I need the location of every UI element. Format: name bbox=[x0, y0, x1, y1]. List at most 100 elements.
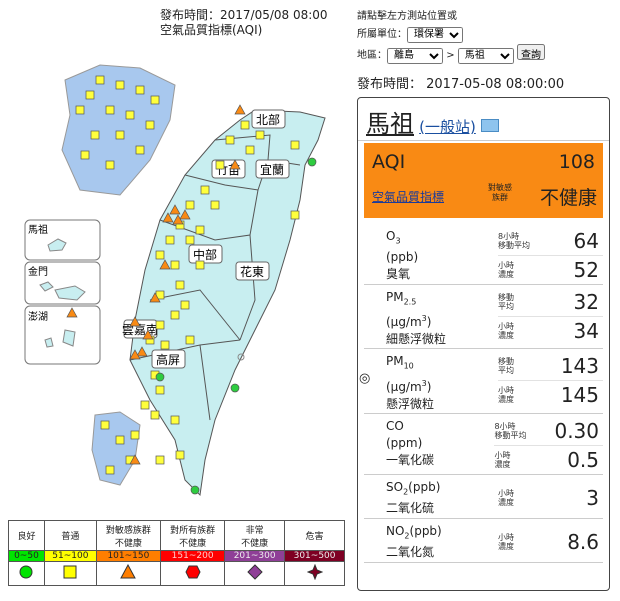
pollutant-symbol: O bbox=[386, 229, 396, 243]
mail-icon[interactable] bbox=[480, 119, 499, 132]
region-label-box bbox=[251, 109, 286, 129]
station-marker bbox=[130, 430, 140, 440]
legend-row: 0~50 51~100 101~150 151~200 201~300 301~500 bbox=[8, 550, 345, 562]
pollutant-row: SO2(ppb) 二氧化硫 小時 濃度 3 bbox=[364, 475, 603, 519]
measure-label-line: 8小時 bbox=[498, 232, 520, 241]
legend-range: 0~50 bbox=[8, 550, 45, 562]
pollutant-name: PM10 bbox=[386, 353, 498, 374]
legend-label-line: 不健康 bbox=[114, 538, 142, 549]
pollutant-info: PM2.5 (μg/m3) 細懸浮微粒 bbox=[364, 285, 498, 348]
station-marker bbox=[140, 400, 150, 410]
measure-row: 小時 濃度 0.5 bbox=[494, 446, 603, 474]
pollutant-unit: (ppb) bbox=[408, 479, 441, 494]
measure-row: 8小時 移動平均 0.30 bbox=[494, 417, 603, 446]
measure-label-line: 小時 bbox=[494, 450, 511, 460]
legend-icon-cell bbox=[95, 561, 162, 586]
measure-row: 小時 濃度 145 bbox=[498, 381, 603, 409]
pollutant-cn: 懸浮微粒 bbox=[386, 396, 435, 411]
legend-shape bbox=[246, 564, 263, 580]
measure-value: 64 bbox=[573, 229, 599, 253]
aqi-group-line: 對敏感 bbox=[488, 183, 512, 192]
pollutant-symbol: SO bbox=[386, 479, 404, 494]
measure-label-line: 移動 bbox=[498, 293, 514, 302]
measure-row: 小時 濃度 52 bbox=[498, 256, 603, 284]
pollutant-cn: 二氧化氮 bbox=[386, 545, 435, 560]
legend-row: 良好 普通 對敏感族群 不健康 對所有族群 不健康 非常 不健康 危害 bbox=[8, 520, 345, 551]
station-marker bbox=[100, 420, 110, 430]
legend-label: 非常 不健康 bbox=[224, 520, 286, 551]
legend-shape bbox=[63, 565, 77, 579]
inset-box bbox=[24, 305, 101, 365]
station-marker bbox=[142, 329, 154, 340]
pollutant-icon: ◎ bbox=[359, 371, 371, 387]
panel-publish-time: 發布時間： 2017-05-08 08:00:00 bbox=[357, 77, 565, 92]
legend-range: 101~150 bbox=[95, 550, 162, 562]
measure-row: 8小時 移動平均 64 bbox=[498, 227, 603, 256]
station-type[interactable]: (一般站) bbox=[419, 118, 476, 136]
station-marker bbox=[85, 90, 95, 100]
pollutant-measures: 小時 濃度 8.6 bbox=[498, 519, 603, 562]
legend-icon bbox=[19, 565, 33, 579]
station-select[interactable]: 馬祖 bbox=[457, 47, 514, 64]
station-marker bbox=[66, 307, 78, 318]
unit-part: 3 bbox=[421, 314, 427, 324]
separator: > bbox=[446, 50, 455, 61]
measure-label: 移動 平均 bbox=[498, 293, 558, 311]
station-marker bbox=[170, 415, 180, 425]
measure-label-line: 平均 bbox=[498, 302, 514, 311]
aqi-link[interactable]: 空氣品質指標 bbox=[372, 190, 445, 204]
pollutant-measures: 小時 濃度 3 bbox=[498, 475, 603, 518]
legend-icon-cell bbox=[8, 561, 45, 586]
legend-range: 151~200 bbox=[159, 550, 226, 562]
region-label: 地區： bbox=[357, 50, 387, 61]
station-marker bbox=[129, 349, 141, 360]
pollutant-list: O3 (ppb) 臭氧 8小時 移動平均 64 小時 濃度 52 PM2.5 (μg/m3) 細懸浮微… bbox=[358, 224, 609, 563]
unit-select[interactable]: 環保署 bbox=[407, 26, 463, 43]
query-button[interactable]: 查詢 bbox=[516, 44, 545, 61]
station-marker bbox=[155, 385, 165, 395]
measure-label-line: 小時 bbox=[498, 261, 514, 270]
legend-label-line: 普通 bbox=[61, 532, 80, 542]
station-marker bbox=[129, 316, 141, 327]
legend-icon bbox=[120, 563, 137, 579]
legend-label-line: 良好 bbox=[17, 532, 36, 542]
map-title: 空氣品質指標(AQI) bbox=[160, 23, 263, 37]
station-marker bbox=[290, 210, 300, 220]
map-symbol bbox=[237, 353, 245, 361]
station-marker bbox=[149, 292, 161, 303]
legend-label: 對所有族群 不健康 bbox=[159, 520, 226, 551]
pollutant-row: PM2.5 (μg/m3) 細懸浮微粒 移動 平均 32 小時 濃度 34 bbox=[364, 285, 603, 350]
region-select[interactable]: 離島 bbox=[387, 47, 443, 64]
pollutant-symbol: NO bbox=[386, 523, 405, 538]
legend-label: 良好 bbox=[8, 520, 45, 551]
station-marker bbox=[115, 80, 125, 90]
legend-icon bbox=[185, 565, 201, 579]
station-marker bbox=[159, 259, 171, 270]
aqi-status: 不健康 bbox=[539, 187, 597, 209]
station-header: 馬祖 (一般站) bbox=[358, 98, 609, 141]
measure-value: 145 bbox=[560, 383, 599, 408]
region-label: 雲嘉南 bbox=[122, 322, 158, 337]
measure-row: 移動 平均 32 bbox=[498, 288, 603, 317]
measure-label-line: 小時 bbox=[498, 532, 514, 542]
station-marker bbox=[165, 235, 175, 245]
legend-label: 普通 bbox=[43, 520, 97, 551]
pollutant-name: NO2(ppb) bbox=[386, 523, 498, 544]
legend-label-line: 非常 bbox=[245, 525, 264, 536]
region-label: 宜蘭 bbox=[260, 162, 284, 177]
legend-shape bbox=[306, 563, 323, 581]
pollutant-subscript: 2 bbox=[404, 531, 410, 541]
pollutant-name: O3 bbox=[386, 228, 498, 249]
legend-label-line: 不健康 bbox=[179, 538, 207, 549]
legend-icon bbox=[63, 565, 77, 579]
legend-label-line: 不健康 bbox=[241, 538, 269, 549]
measure-value: 0.5 bbox=[567, 447, 599, 472]
measure-label: 8小時 移動平均 bbox=[498, 232, 558, 250]
unit-part: ) bbox=[426, 379, 432, 394]
aqi-box: AQI 108 空氣品質指標 對敏感 族群 不健康 bbox=[364, 143, 603, 218]
station-marker bbox=[170, 310, 180, 320]
station-marker bbox=[234, 104, 246, 115]
station-marker bbox=[155, 455, 165, 465]
pollutant-measures: 8小時 移動平均 0.30 小時 濃度 0.5 bbox=[494, 414, 603, 474]
measure-row: 移動 平均 143 bbox=[498, 352, 603, 382]
